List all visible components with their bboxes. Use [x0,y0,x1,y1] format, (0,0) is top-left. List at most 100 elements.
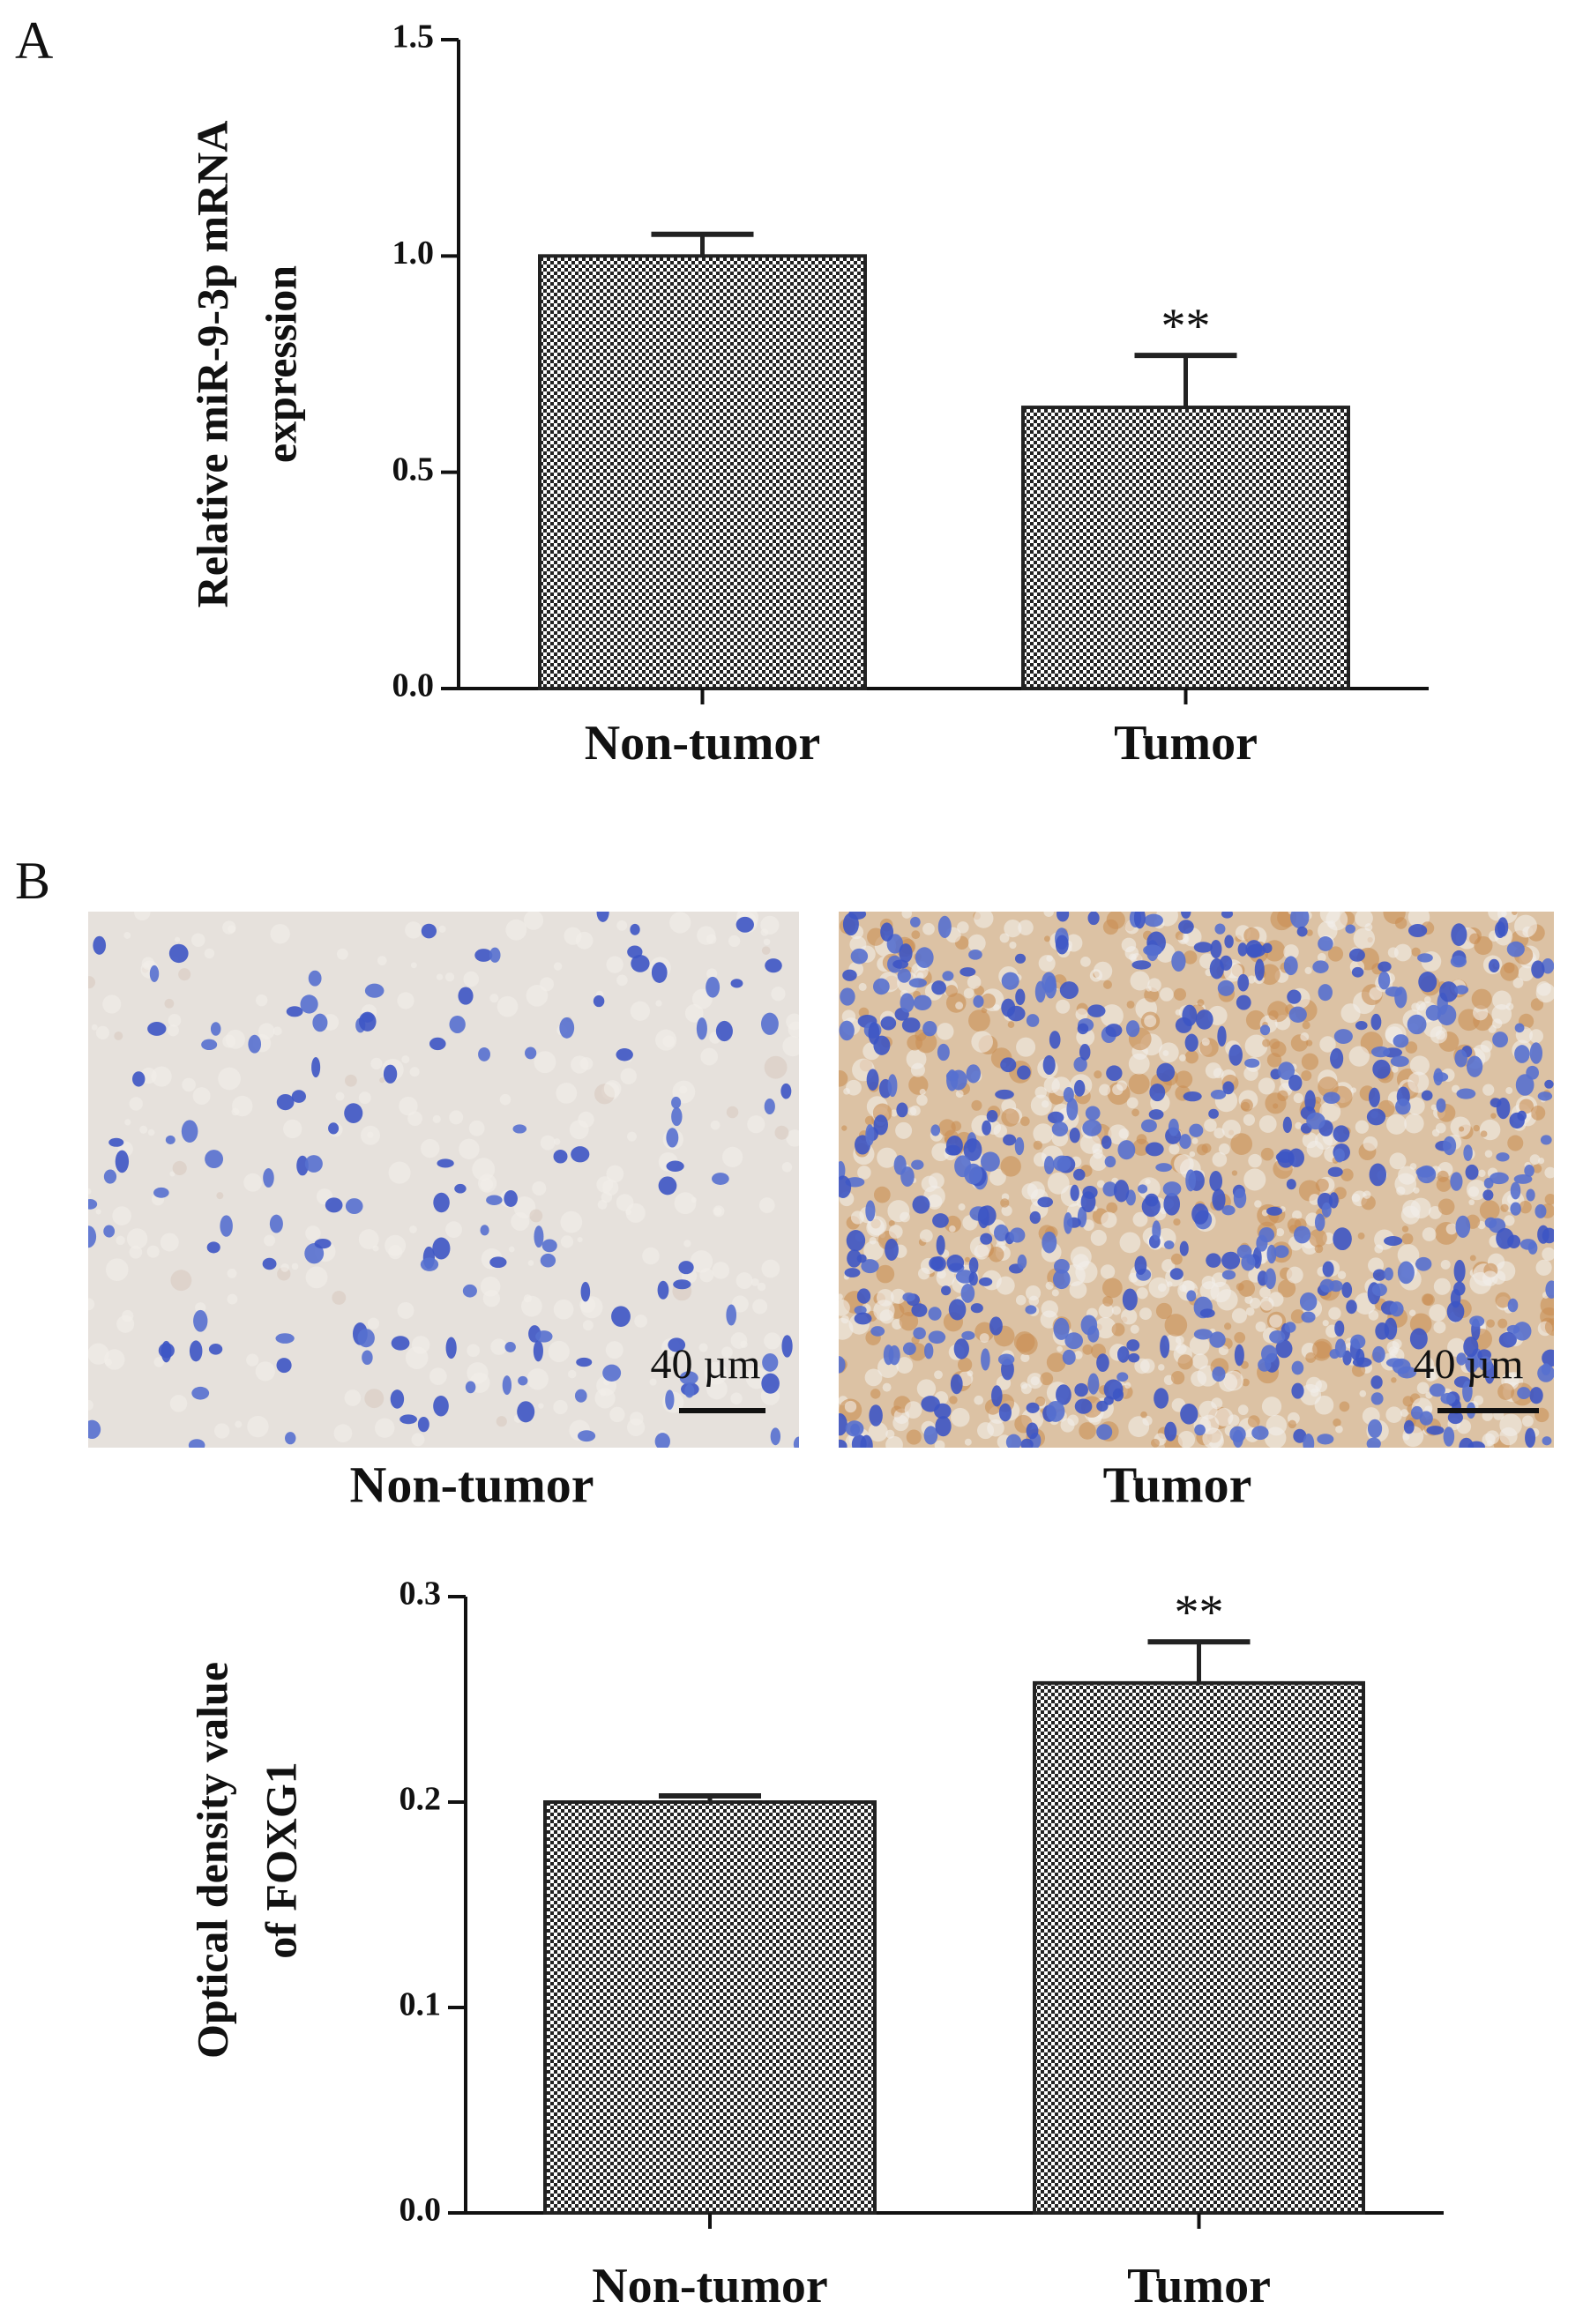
texture [1357,1232,1365,1240]
texture [305,1266,328,1289]
nucleus [1145,1193,1159,1207]
texture [1306,929,1313,936]
nucleus [726,1304,737,1326]
nucleus [1419,1411,1433,1426]
texture [857,1166,871,1180]
nucleus [764,1099,775,1115]
nucleus [1143,944,1162,957]
nucleus [1496,1227,1514,1249]
texture [1385,1406,1402,1423]
texture [1469,933,1481,945]
texture [683,1240,691,1248]
nucleus [1055,935,1069,955]
texture [305,1225,321,1241]
nucleus [1370,1046,1391,1058]
texture [1411,947,1421,957]
texture [989,1168,1006,1186]
texture [722,1146,743,1167]
texture [1173,987,1187,1002]
texture [1259,1297,1274,1311]
texture [1173,1218,1181,1226]
nucleus [1229,1426,1246,1443]
nucleus [304,1243,325,1264]
nucleus [1526,1188,1535,1202]
texture [1277,1279,1296,1298]
nucleus [1433,1068,1444,1086]
nucleus [1258,1358,1272,1372]
nucleus [1006,1005,1026,1022]
nucleus [936,1235,945,1255]
nucleus [1155,1163,1172,1173]
texture [529,1209,543,1223]
nucleus [1191,1203,1209,1225]
texture [358,1091,371,1105]
texture [596,1176,614,1194]
texture [938,1119,956,1136]
texture [1530,998,1544,1011]
nucleus [1465,1164,1479,1181]
texture [472,1158,496,1181]
nucleus [900,1166,915,1187]
nucleus [961,1330,975,1340]
texture [511,1211,530,1232]
texture [579,1057,594,1070]
texture [1319,1100,1341,1122]
texture [255,1361,275,1382]
texture [1492,1018,1503,1029]
texture [1459,1126,1465,1132]
texture [1260,1147,1274,1161]
texture [480,1276,501,1297]
texture [916,1094,928,1106]
texture [1530,1106,1546,1121]
texture [578,1111,594,1128]
texture [1183,950,1198,965]
texture [1234,1331,1246,1344]
x-tick-label: Tumor [1127,2259,1271,2313]
texture [649,1378,657,1386]
y-axis-label: Optical density value [187,1662,236,2059]
texture [950,1407,970,1427]
texture [397,1301,414,1319]
texture [1132,1138,1150,1156]
nucleus [445,1337,457,1359]
nucleus [206,1241,220,1254]
texture [1057,1345,1063,1352]
micrograph-image [88,912,799,1448]
texture [1363,1136,1378,1151]
texture [405,921,422,939]
texture [1030,1376,1040,1386]
nucleus [1034,980,1046,1003]
texture [1355,1120,1369,1134]
nucleus [210,1022,221,1036]
texture [1100,1264,1116,1279]
nucleus [1199,1308,1215,1318]
nucleus [1131,960,1152,970]
texture [1111,1322,1125,1337]
nucleus [1069,1128,1080,1143]
texture [968,1009,990,1032]
texture [1192,1353,1208,1370]
texture [192,1087,211,1106]
nucleus [1451,923,1467,947]
nucleus [1393,1034,1409,1048]
texture [1402,1396,1414,1407]
nucleus [1070,1184,1079,1202]
nucleus [666,1128,679,1148]
texture [246,1353,259,1367]
texture [730,1332,748,1349]
nucleus [158,1343,175,1359]
texture [713,1207,722,1216]
texture [1179,1284,1187,1292]
texture [582,1320,594,1331]
texture [1075,1261,1098,1284]
nucleus [986,1109,998,1123]
texture [1244,1034,1268,1058]
nucleus [1514,1023,1525,1033]
texture [375,1418,395,1438]
nucleus [611,1306,631,1327]
nucleus [844,1268,861,1277]
nucleus [1450,1288,1461,1308]
texture [409,1067,420,1077]
nucleus [191,1386,210,1400]
nucleus [1275,1339,1293,1359]
